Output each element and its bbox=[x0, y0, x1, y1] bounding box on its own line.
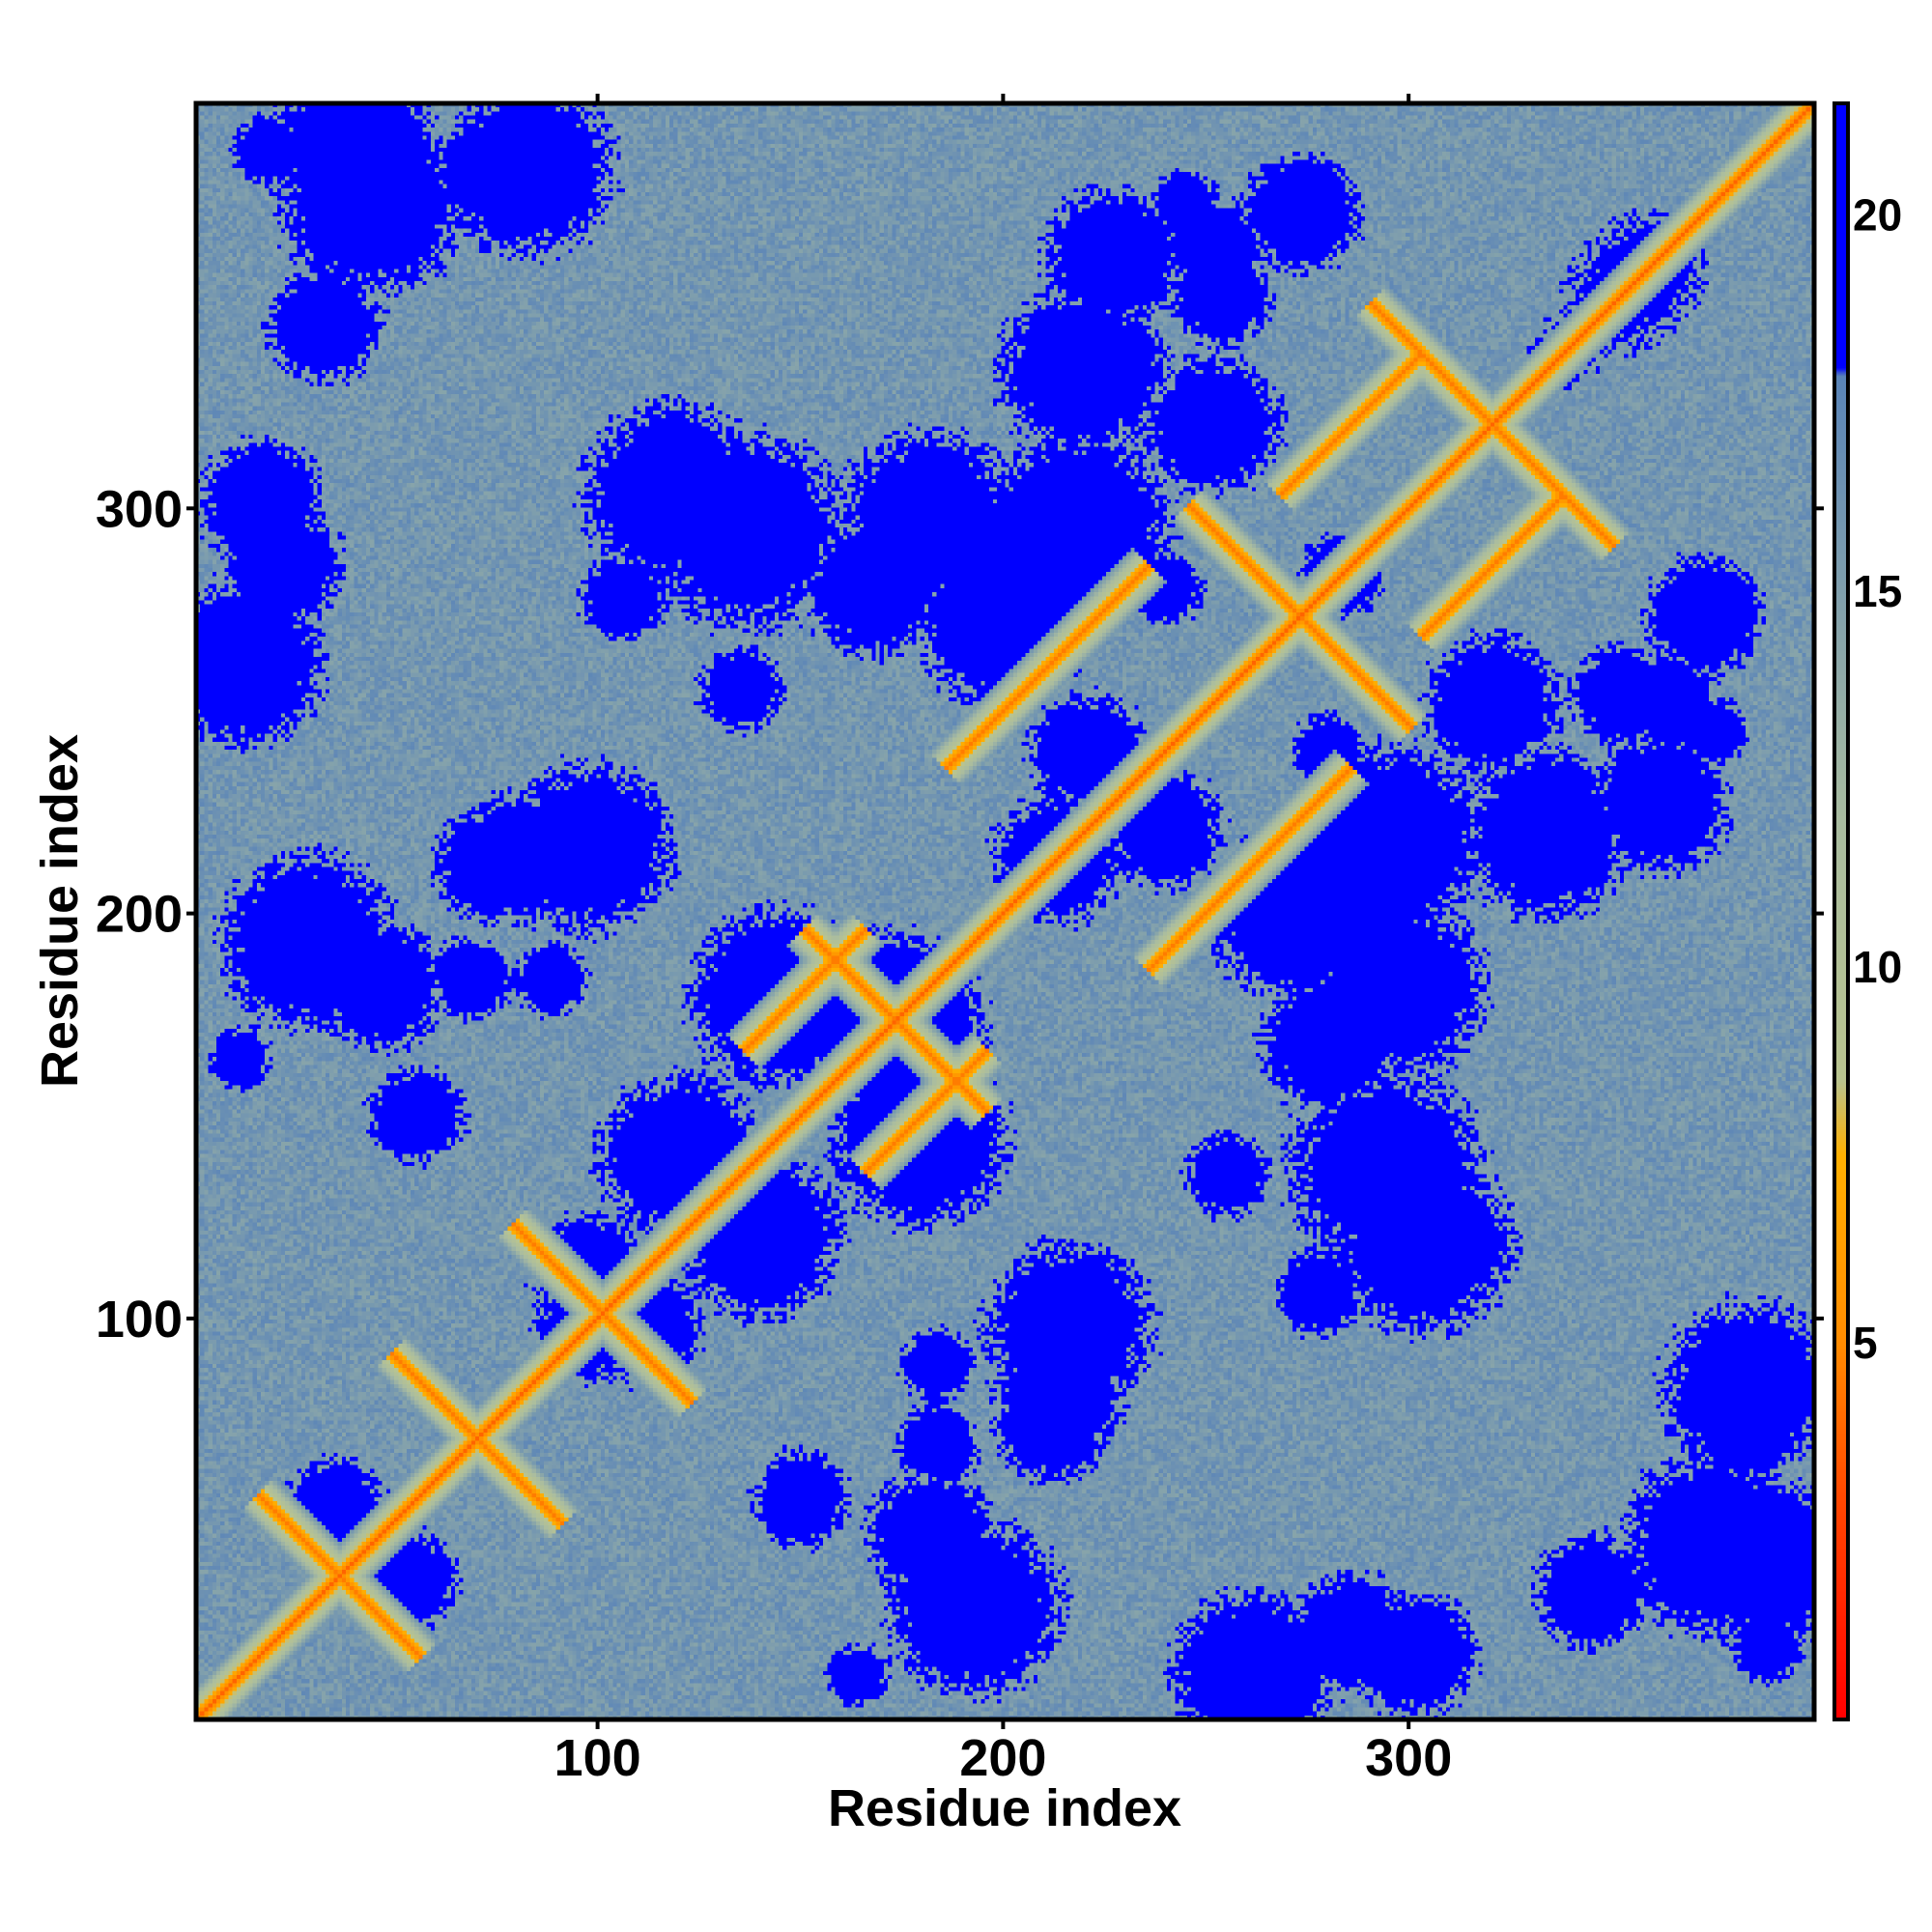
y-axis: 100 200 300 bbox=[96, 480, 1824, 1349]
plot-frame bbox=[193, 100, 1817, 1722]
y-tick-label: 200 bbox=[96, 886, 183, 944]
y-axis-title: Residue index bbox=[31, 734, 89, 1088]
colorbar: 5 10 15 20 bbox=[1833, 101, 1902, 1721]
x-tick-label: 300 bbox=[1365, 1729, 1452, 1787]
heatmap-plot-area bbox=[193, 100, 1817, 1722]
x-tick-label: 200 bbox=[959, 1729, 1046, 1787]
x-axis-title: Residue index bbox=[828, 1779, 1181, 1837]
colorbar-tick-label: 10 bbox=[1853, 942, 1902, 992]
distance-heatmap-image bbox=[196, 103, 1814, 1719]
colorbar-tick-label: 15 bbox=[1853, 566, 1902, 616]
x-axis: 100 200 300 bbox=[554, 94, 1452, 1787]
y-tick-label: 100 bbox=[96, 1291, 183, 1349]
colorbar-frame bbox=[1833, 101, 1850, 1721]
y-tick-label: 300 bbox=[96, 480, 183, 538]
x-tick-label: 100 bbox=[554, 1729, 641, 1787]
colorbar-gradient bbox=[1834, 103, 1848, 1719]
colorbar-ticks: 5 10 15 20 bbox=[1853, 190, 1902, 1368]
colorbar-tick-label: 5 bbox=[1853, 1318, 1878, 1368]
colorbar-tick-label: 20 bbox=[1853, 190, 1902, 241]
